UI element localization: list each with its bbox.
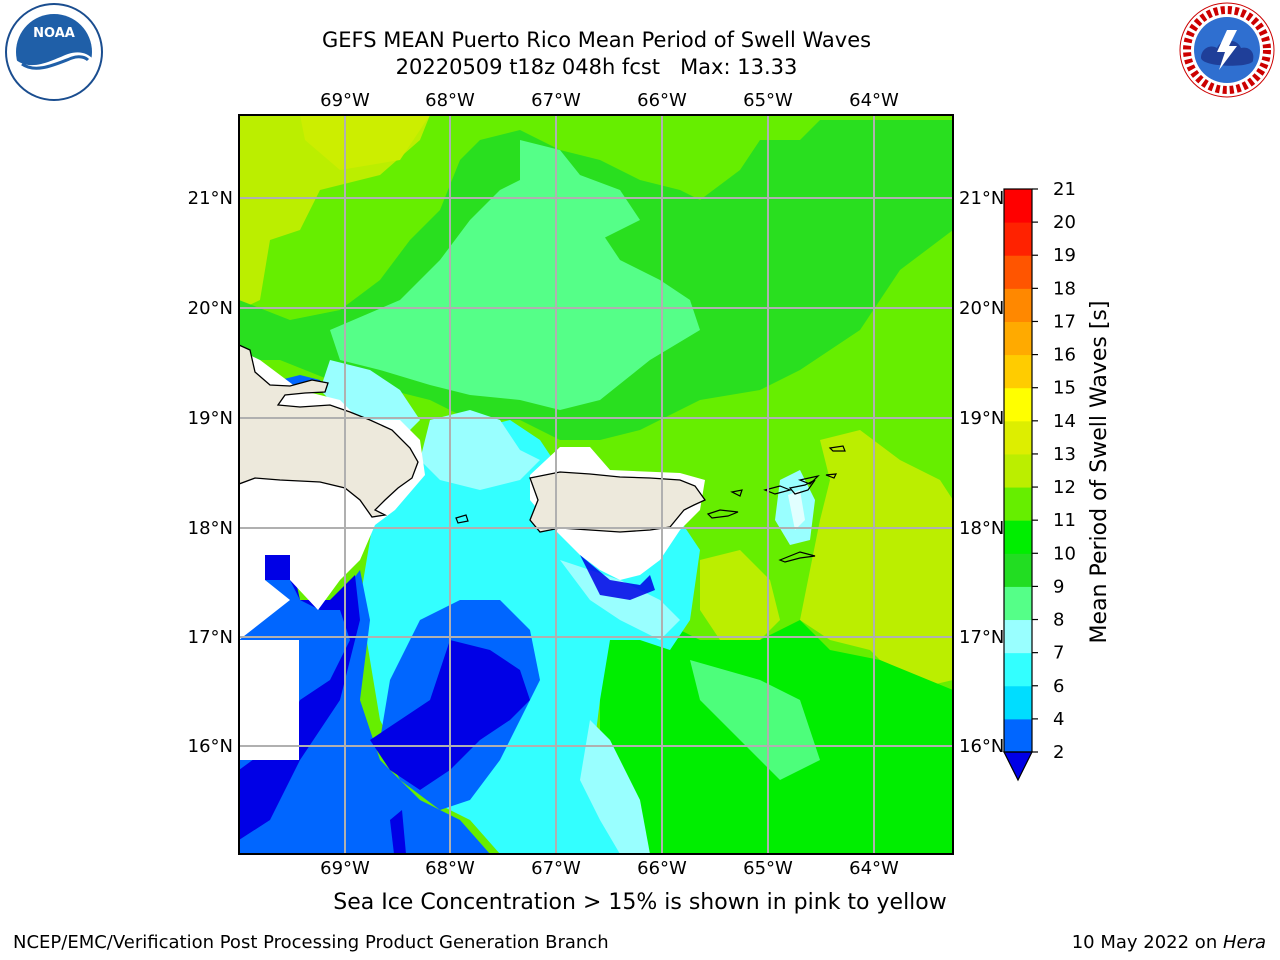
- lon-label: 67°W: [531, 90, 581, 111]
- map-frame: [238, 114, 954, 855]
- graticule: [239, 115, 953, 854]
- colorbar-segment: [1004, 553, 1032, 587]
- lat-label: 20°N: [959, 298, 1004, 319]
- noaa-text: NOAA: [33, 26, 75, 41]
- colorbar-tick-label: 12: [1053, 477, 1076, 498]
- lon-labels-bottom: 69°W 68°W 67°W 66°W 65°W 64°W: [320, 858, 899, 879]
- colorbar-tick-label: 19: [1053, 245, 1076, 266]
- lat-label: 16°N: [188, 736, 233, 757]
- colorbar-segment: [1004, 453, 1032, 488]
- colorbar-tick-label: 9: [1053, 576, 1064, 597]
- colorbar-tick-label: 20: [1053, 212, 1076, 233]
- lon-label: 68°W: [425, 858, 475, 879]
- lat-label: 21°N: [959, 188, 1004, 209]
- lat-label: 17°N: [959, 627, 1004, 648]
- nws-logo: [1179, 2, 1275, 98]
- lon-label: 68°W: [425, 90, 475, 111]
- sea-ice-note: Sea Ice Concentration > 15% is shown in …: [333, 890, 947, 915]
- lat-label: 19°N: [959, 408, 1004, 429]
- chart-subtitle: 20220509 t18z 048h fcst Max: 13.33: [395, 55, 798, 79]
- lon-label: 66°W: [637, 858, 687, 879]
- colorbar-segment: [1004, 255, 1032, 289]
- colorbar-tick-label: 4: [1053, 709, 1064, 730]
- colorbar-tick-label: 8: [1053, 610, 1064, 631]
- colorbar-segment: [1004, 189, 1032, 223]
- colorbar-segment: [1004, 520, 1032, 554]
- colorbar-tick-label: 16: [1053, 345, 1076, 366]
- colorbar-segment: [1004, 420, 1032, 455]
- colorbar-segment: [1004, 652, 1032, 687]
- lat-label: 16°N: [959, 736, 1004, 757]
- colorbar-tick-label: 11: [1053, 510, 1076, 531]
- colorbar-tick-label: 21: [1053, 179, 1076, 200]
- lon-label: 65°W: [743, 90, 793, 111]
- colorbar-tick-label: 17: [1053, 311, 1076, 332]
- colorbar-tick-label: 13: [1053, 444, 1076, 465]
- lon-label: 65°W: [743, 858, 793, 879]
- lat-label: 18°N: [188, 518, 233, 539]
- lon-label: 67°W: [531, 858, 581, 879]
- colorbar-tick-label: 15: [1053, 378, 1076, 399]
- lat-label: 19°N: [188, 408, 233, 429]
- colorbar-segment: [1004, 685, 1032, 720]
- lon-label: 64°W: [849, 90, 899, 111]
- colorbar-tick-label: 6: [1053, 676, 1064, 697]
- colorbar-segment: [1004, 619, 1032, 654]
- footer-machine: Hera: [1222, 932, 1266, 953]
- colorbar-tick-label: 14: [1053, 411, 1076, 432]
- colorbar-segment: [1004, 354, 1032, 389]
- lat-label: 17°N: [188, 627, 233, 648]
- colorbar-segment: [1004, 288, 1032, 322]
- lat-label: 18°N: [959, 518, 1004, 539]
- colorbar-segment: [1004, 586, 1032, 621]
- colorbar-outline: [1003, 188, 1033, 753]
- colorbar-segment: [1004, 718, 1032, 753]
- lon-label: 66°W: [637, 90, 687, 111]
- colorbar-tick-label: 2: [1053, 742, 1064, 763]
- colorbar-segment: [1004, 321, 1032, 356]
- colorbar: 2 4 6 7 8 9 10 11 12 13 14 15 16 17 18 19 20 21: [1003, 179, 1076, 782]
- footer-date: 10 May 2022 on Hera: [1072, 932, 1266, 953]
- lat-label: 21°N: [188, 188, 233, 209]
- noaa-logo: NOAA: [5, 3, 103, 101]
- lon-labels-top: 69°W 68°W 67°W 66°W 65°W 64°W: [320, 90, 899, 111]
- colorbar-extension: [1003, 751, 1033, 782]
- colorbar-segment: [1004, 222, 1032, 256]
- footer-branch: NCEP/EMC/Verification Post Processing Pr…: [13, 932, 609, 953]
- lat-label: 20°N: [188, 298, 233, 319]
- colorbar-segment: [1004, 487, 1032, 521]
- lat-labels-right: 21°N 20°N 19°N 18°N 17°N 16°N: [959, 188, 1004, 757]
- colorbar-tick-label: 7: [1053, 643, 1064, 664]
- lon-label: 64°W: [849, 858, 899, 879]
- lat-labels-left: 21°N 20°N 19°N 18°N 17°N 16°N: [188, 188, 233, 757]
- chart-title: GEFS MEAN Puerto Rico Mean Period of Swe…: [321, 28, 872, 52]
- colorbar-tick-label: 18: [1053, 278, 1076, 299]
- colorbar-tick-label: 10: [1053, 543, 1076, 564]
- footer-date-text: 10 May 2022 on: [1071, 932, 1223, 953]
- lon-label: 69°W: [320, 858, 370, 879]
- colorbar-label: Mean Period of Swell Waves [s]: [1087, 301, 1112, 644]
- colorbar-segment: [1004, 387, 1032, 422]
- lon-label: 69°W: [320, 90, 370, 111]
